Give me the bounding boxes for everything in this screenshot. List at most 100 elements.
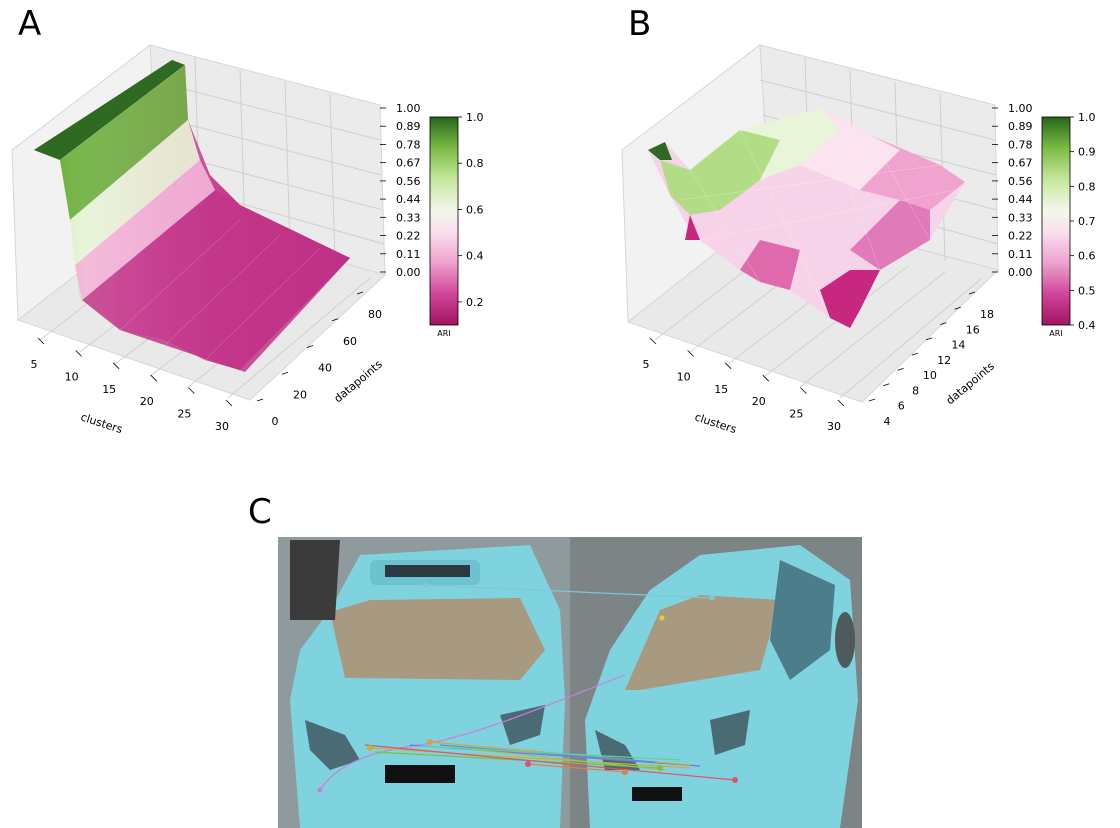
colorbar-tick-label: 0.6 xyxy=(466,203,484,216)
z-tick-label: 0.11 xyxy=(1008,248,1033,261)
tick-mark xyxy=(356,291,364,295)
z-tick-label: 0.44 xyxy=(1008,193,1033,206)
tick-mark xyxy=(75,350,82,357)
left-car xyxy=(290,540,565,828)
x-tick-label: 25 xyxy=(177,408,191,421)
x-tick-label: 5 xyxy=(31,358,38,371)
y-tick-label: 0 xyxy=(272,415,279,428)
colorbar-tick-label: 0.5 xyxy=(1078,284,1096,297)
keypoint-match-lines xyxy=(319,584,736,791)
colorbar-tick-label: 0.9 xyxy=(1078,146,1096,159)
keypoints xyxy=(317,582,738,793)
tick-mark xyxy=(954,306,961,310)
z-tick-label: 0.00 xyxy=(396,266,421,279)
z-tick-label: 0.56 xyxy=(1008,175,1033,188)
z-tick-label: 0.44 xyxy=(396,193,421,206)
x-tick-label: 15 xyxy=(102,383,116,396)
tick-mark xyxy=(225,399,233,407)
y-tick-label: 20 xyxy=(293,388,307,401)
panel-b-colorbar-label: ARI xyxy=(1049,329,1062,338)
z-tick-label: 1.00 xyxy=(1008,102,1033,115)
y-tick-label: 14 xyxy=(951,339,965,352)
z-tick-label: 1.00 xyxy=(396,102,421,115)
z-tick-label: 0.56 xyxy=(396,175,421,188)
z-tick-label: 0.33 xyxy=(396,211,421,224)
tick-mark xyxy=(687,350,694,357)
y-tick-label: 16 xyxy=(966,323,980,336)
x-tick-label: 20 xyxy=(752,395,766,408)
z-tick-label: 0.00 xyxy=(1008,266,1033,279)
panel-label-a: A xyxy=(18,4,42,44)
x-tick-label: 25 xyxy=(789,408,803,421)
tick-mark xyxy=(188,387,195,394)
panel-b-colorbar: ARI 0.4 0.5 0.6 0.7 0.8 0.9 1.0 xyxy=(1041,111,1096,338)
colorbar-tick-label: 0.8 xyxy=(466,157,484,170)
z-tick-label: 0.67 xyxy=(1008,157,1033,170)
colorbar-tick-label: 0.4 xyxy=(1078,319,1096,332)
tick-mark xyxy=(911,352,918,356)
tick-mark xyxy=(968,291,976,295)
y-tick-label: 4 xyxy=(884,415,891,428)
z-tick-label: 0.89 xyxy=(1008,120,1033,133)
tick-mark xyxy=(724,362,732,370)
z-tick-label: 0.78 xyxy=(1008,138,1033,151)
y-tick-label: 60 xyxy=(343,335,357,348)
tick-mark xyxy=(800,387,807,394)
tick-mark xyxy=(837,399,845,407)
tick-mark xyxy=(940,322,947,325)
x-tick-label: 20 xyxy=(140,395,154,408)
tick-mark xyxy=(883,383,890,387)
colorbar-tick-label: 0.2 xyxy=(466,296,484,309)
x-tick-label: 5 xyxy=(643,358,650,371)
tick-mark xyxy=(331,318,339,322)
tick-mark xyxy=(649,337,657,345)
colorbar-tick-label: 0.6 xyxy=(1078,250,1096,263)
tick-mark xyxy=(112,362,120,370)
tick-mark xyxy=(256,398,264,402)
x-tick-label: 30 xyxy=(215,420,229,433)
tick-mark xyxy=(150,374,158,382)
colorbar-tick-label: 0.7 xyxy=(1078,215,1096,228)
panel-label-c: C xyxy=(248,492,272,532)
panel-a-xlabel: clusters xyxy=(79,410,124,436)
panel-c-photo xyxy=(278,537,862,828)
y-tick-label: 8 xyxy=(912,384,919,397)
z-tick-label: 0.33 xyxy=(1008,211,1033,224)
z-tick-label: 0.89 xyxy=(396,120,421,133)
z-tick-label: 0.78 xyxy=(396,138,421,151)
y-tick-label: 10 xyxy=(923,369,937,382)
tick-mark xyxy=(926,337,933,341)
y-tick-label: 6 xyxy=(898,400,905,413)
panel-a-ticks: 5 10 15 20 25 30 0 20 40 60 80 0.00 0.11 0.22 0.33 0.44… xyxy=(31,102,421,433)
z-tick-label: 0.67 xyxy=(396,157,421,170)
tick-mark xyxy=(762,374,770,382)
panel-b-ylabel: datapoints xyxy=(944,360,997,408)
panel-label-b: B xyxy=(628,4,652,44)
y-tick-label: 80 xyxy=(368,308,382,321)
z-tick-label: 0.22 xyxy=(396,230,421,243)
y-tick-label: 12 xyxy=(937,354,951,367)
panel-a-ylabel: datapoints xyxy=(332,358,385,406)
colorbar-tick-label: 0.4 xyxy=(466,250,484,263)
right-car xyxy=(585,545,858,828)
tick-mark xyxy=(37,337,45,345)
tick-mark xyxy=(868,398,876,402)
panel-a-surface xyxy=(34,60,350,372)
x-tick-label: 10 xyxy=(65,370,79,383)
z-tick-label: 0.11 xyxy=(396,248,421,261)
x-tick-label: 15 xyxy=(714,383,728,396)
colorbar-tick-label: 0.8 xyxy=(1078,180,1096,193)
x-tick-label: 10 xyxy=(677,370,691,383)
colorbar-tick-label: 1.0 xyxy=(1078,111,1096,124)
tick-mark xyxy=(281,371,289,375)
z-tick-label: 0.22 xyxy=(1008,230,1033,243)
panel-a-colorbar: ARI 0.2 0.4 0.6 0.8 1.0 xyxy=(429,111,484,338)
panel-b-xlabel: clusters xyxy=(693,410,738,436)
panel-a-colorbar-label: ARI xyxy=(437,329,450,338)
y-tick-label: 18 xyxy=(980,308,994,321)
colorbar-tick-label: 1.0 xyxy=(466,111,484,124)
x-tick-label: 30 xyxy=(827,420,841,433)
tick-mark xyxy=(306,345,314,348)
